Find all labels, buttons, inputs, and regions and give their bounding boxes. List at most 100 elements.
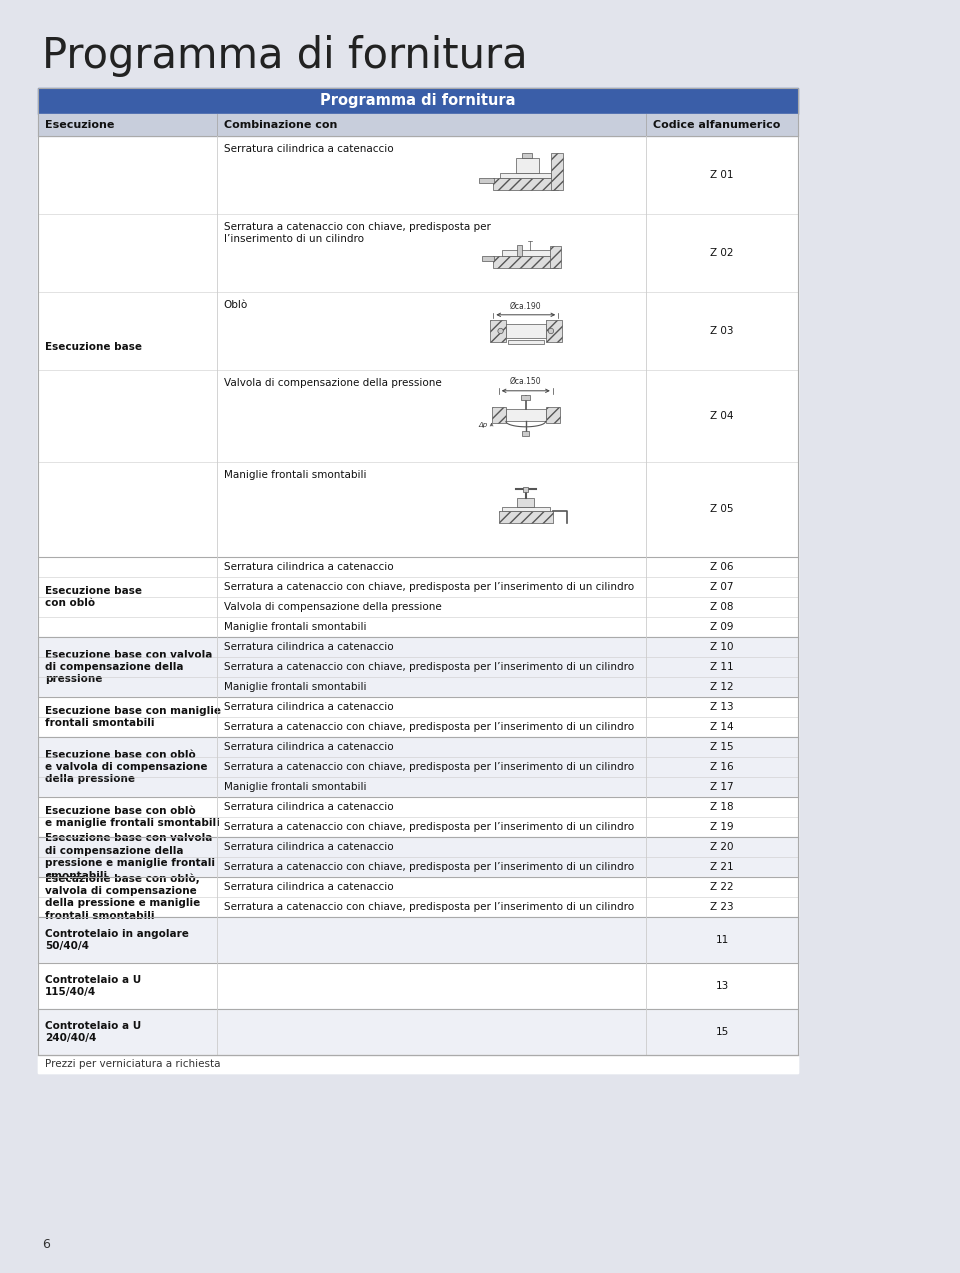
Circle shape	[498, 328, 503, 334]
Bar	[38, 777, 798, 797]
Text: Codice alfanumerico: Codice alfanumerico	[653, 120, 780, 130]
Text: Serratura a catenaccio con chiave, predisposta per l’inserimento di un cilindro: Serratura a catenaccio con chiave, predi…	[224, 582, 634, 592]
Bar	[38, 597, 798, 617]
Text: Z 01: Z 01	[710, 171, 733, 179]
Text: Oblò: Oblò	[224, 300, 248, 311]
Bar	[38, 817, 798, 838]
Bar	[38, 1055, 798, 1073]
Bar	[500, 173, 551, 178]
Bar	[38, 462, 798, 558]
Bar	[38, 917, 798, 962]
Bar	[38, 617, 798, 636]
Text: 15: 15	[715, 1027, 729, 1037]
Text: Esecuzione base con oblò
e maniglie frontali smontabili: Esecuzione base con oblò e maniglie fron…	[45, 806, 220, 829]
Bar	[38, 558, 798, 577]
Text: Controtelaio in angolare
50/40/4: Controtelaio in angolare 50/40/4	[45, 929, 189, 951]
Text: Valvola di compensazione della pressione: Valvola di compensazione della pressione	[224, 602, 442, 612]
Text: Serratura a catenaccio con chiave, predisposta per l’inserimento di un cilindro: Serratura a catenaccio con chiave, predi…	[224, 862, 634, 872]
Text: Serratura a catenaccio con chiave, predisposta per
l’inserimento di un cilindro: Serratura a catenaccio con chiave, predi…	[224, 222, 491, 244]
Text: 11: 11	[715, 934, 729, 945]
Bar	[493, 256, 558, 269]
Text: Z 13: Z 13	[710, 701, 733, 712]
Text: Maniglie frontali smontabili: Maniglie frontali smontabili	[224, 622, 366, 631]
Bar	[38, 698, 798, 717]
Text: Serratura cilindrica a catenaccio: Serratura cilindrica a catenaccio	[224, 742, 394, 752]
Bar	[493, 178, 558, 190]
Bar	[545, 407, 560, 423]
Text: Z 09: Z 09	[710, 622, 733, 631]
Bar	[38, 292, 798, 370]
Text: Serratura a catenaccio con chiave, predisposta per l’inserimento di un cilindro: Serratura a catenaccio con chiave, predi…	[224, 722, 634, 732]
Text: Z 12: Z 12	[710, 682, 733, 693]
Text: 6: 6	[42, 1239, 50, 1251]
Text: Z 14: Z 14	[710, 722, 733, 732]
Bar	[502, 250, 551, 256]
Text: Z 22: Z 22	[710, 882, 733, 892]
Bar	[508, 340, 543, 344]
Text: Programma di fornitura: Programma di fornitura	[42, 34, 528, 76]
Bar	[38, 1009, 798, 1055]
Text: Serratura cilindrica a catenaccio: Serratura cilindrica a catenaccio	[224, 701, 394, 712]
Bar	[521, 153, 532, 158]
Bar	[38, 877, 798, 897]
Bar	[38, 88, 798, 1055]
Text: Z 03: Z 03	[710, 326, 733, 336]
Text: Combinazione con: Combinazione con	[224, 120, 337, 130]
Text: Z 21: Z 21	[710, 862, 733, 872]
Text: Øca.190: Øca.190	[510, 302, 541, 311]
Text: Z 07: Z 07	[710, 582, 733, 592]
Bar	[38, 88, 798, 1073]
Bar	[482, 256, 494, 261]
Text: Esecuzione base con maniglie
frontali smontabili: Esecuzione base con maniglie frontali sm…	[45, 705, 221, 728]
Circle shape	[548, 328, 554, 334]
Bar	[38, 657, 798, 677]
Bar	[551, 153, 564, 190]
Text: Esecuzione base
con oblò: Esecuzione base con oblò	[45, 586, 142, 608]
Bar	[38, 717, 798, 737]
Text: Serratura cilindrica a catenaccio: Serratura cilindrica a catenaccio	[224, 144, 394, 154]
Bar	[517, 499, 535, 507]
Bar	[502, 507, 549, 512]
Bar	[38, 577, 798, 597]
Text: Serratura a catenaccio con chiave, predisposta per l’inserimento di un cilindro: Serratura a catenaccio con chiave, predi…	[224, 903, 634, 911]
Text: Serratura cilindrica a catenaccio: Serratura cilindrica a catenaccio	[224, 841, 394, 852]
Text: Z 05: Z 05	[710, 504, 733, 514]
Bar	[523, 486, 528, 491]
Bar	[517, 244, 522, 256]
Text: Z 11: Z 11	[710, 662, 733, 672]
Text: Maniglie frontali smontabili: Maniglie frontali smontabili	[224, 682, 366, 693]
Text: Z 02: Z 02	[710, 248, 733, 258]
Text: Z 08: Z 08	[710, 602, 733, 612]
Text: Serratura cilindrica a catenaccio: Serratura cilindrica a catenaccio	[224, 642, 394, 652]
Bar	[38, 136, 798, 214]
Text: Δp: Δp	[479, 423, 488, 428]
Bar	[522, 432, 529, 435]
Text: Serratura a catenaccio con chiave, predisposta per l’inserimento di un cilindro: Serratura a catenaccio con chiave, predi…	[224, 763, 634, 771]
Text: Controtelaio a U
115/40/4: Controtelaio a U 115/40/4	[45, 975, 141, 997]
Text: Controtelaio a U
240/40/4: Controtelaio a U 240/40/4	[45, 1021, 141, 1043]
Bar	[545, 321, 562, 341]
Bar	[498, 512, 553, 523]
Bar	[516, 158, 540, 173]
Text: Serratura cilindrica a catenaccio: Serratura cilindrica a catenaccio	[224, 561, 394, 572]
Bar	[38, 897, 798, 917]
Text: Z 04: Z 04	[710, 411, 733, 421]
Text: Z 10: Z 10	[710, 642, 733, 652]
Text: Esecuzione base con valvola
di compensazione della
pressione: Esecuzione base con valvola di compensaz…	[45, 649, 212, 685]
Text: 13: 13	[715, 981, 729, 990]
Bar	[38, 370, 798, 462]
Bar	[492, 407, 506, 423]
Text: Programma di fornitura: Programma di fornitura	[321, 93, 516, 108]
Bar	[549, 246, 562, 269]
Bar	[38, 115, 798, 136]
Bar	[38, 636, 798, 657]
Text: Prezzi per verniciatura a richiesta: Prezzi per verniciatura a richiesta	[45, 1059, 221, 1069]
Text: Z 18: Z 18	[710, 802, 733, 812]
Text: Esecuzione: Esecuzione	[45, 120, 114, 130]
Text: Z 16: Z 16	[710, 763, 733, 771]
Bar	[38, 677, 798, 698]
Text: Serratura a catenaccio con chiave, predisposta per l’inserimento di un cilindro: Serratura a catenaccio con chiave, predi…	[224, 662, 634, 672]
Bar	[38, 757, 798, 777]
Text: Valvola di compensazione della pressione: Valvola di compensazione della pressione	[224, 378, 442, 388]
Bar	[506, 409, 545, 421]
